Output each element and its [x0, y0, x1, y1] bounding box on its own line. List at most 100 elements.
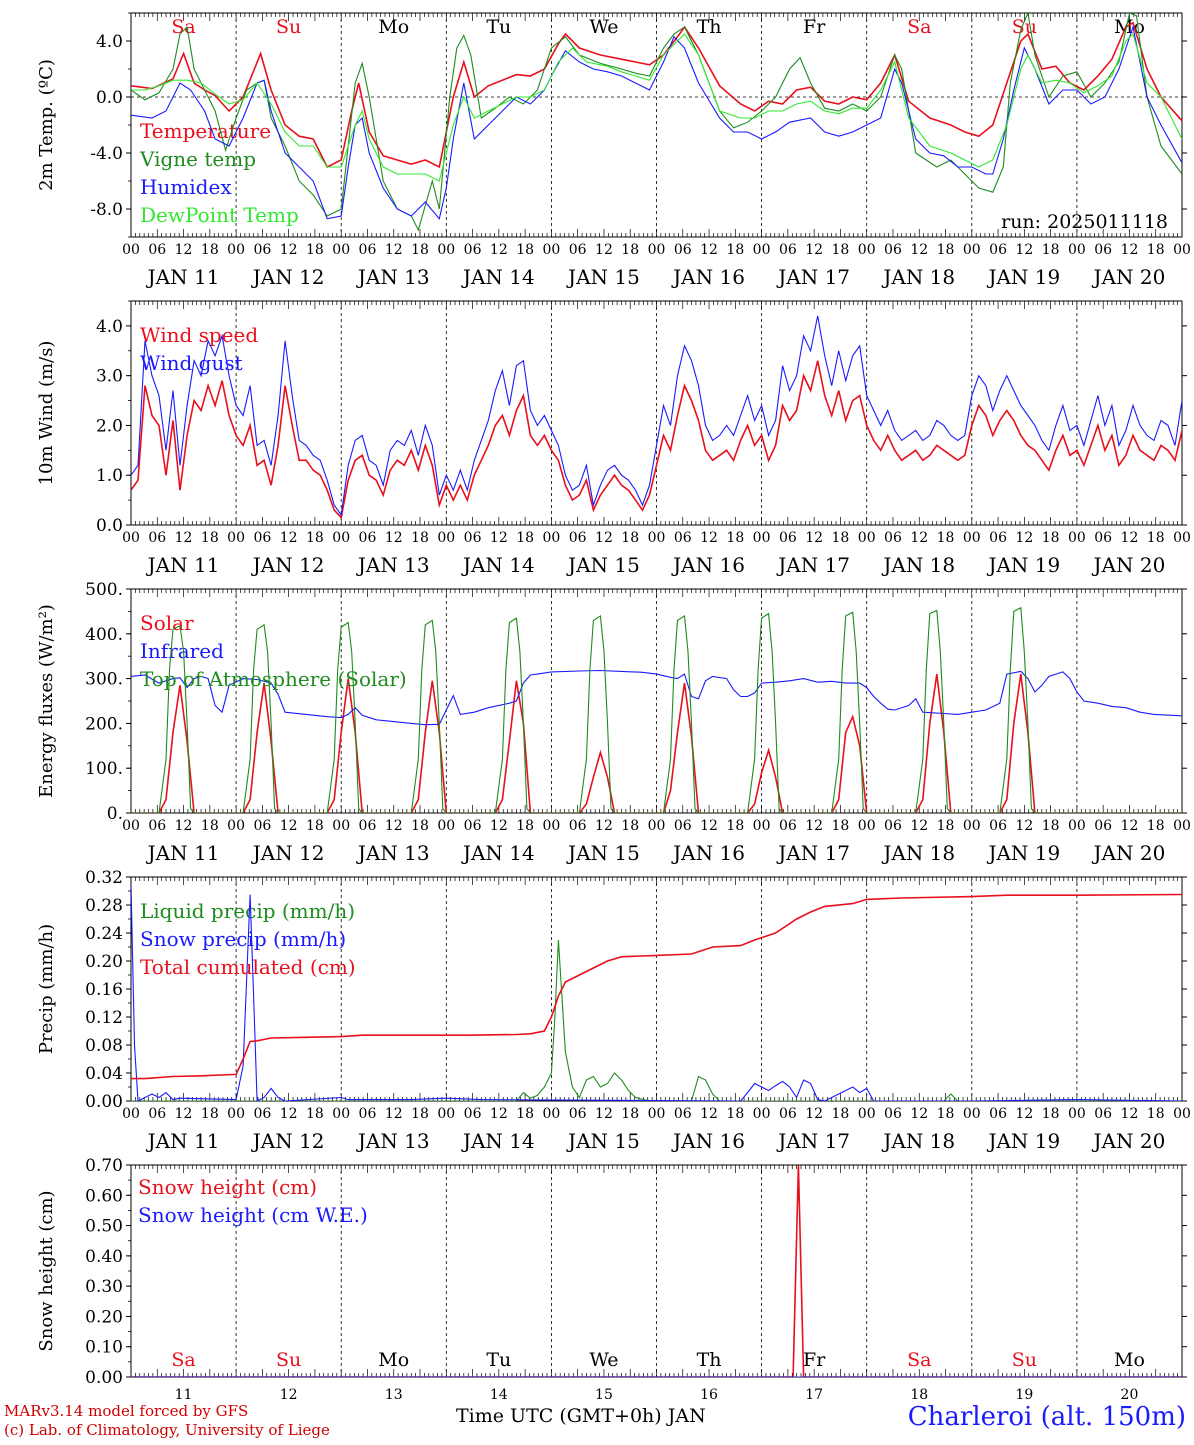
- x-hour-label: 18: [201, 530, 219, 546]
- x-hour-label: 00: [753, 242, 771, 258]
- y-tick-label: 4.0: [96, 32, 123, 52]
- x-day-number: 19: [1015, 1387, 1033, 1403]
- series-line-dewpoint-temp: [131, 32, 1182, 182]
- x-hour-label: 06: [359, 530, 377, 546]
- series-line-solar: [131, 673, 1182, 813]
- x-hour-label: 00: [437, 242, 455, 258]
- x-hour-label: 12: [385, 818, 403, 834]
- x-hour-label: 18: [516, 530, 534, 546]
- x-date-label: JAN 13: [356, 841, 430, 865]
- weekday-label: Su: [276, 1349, 301, 1371]
- x-day-number: 17: [805, 1387, 823, 1403]
- footer-model-credit: MARv3.14 model forced by GFS: [4, 1402, 249, 1420]
- x-date-label: JAN 16: [671, 841, 745, 865]
- x-hour-label: 06: [148, 242, 166, 258]
- x-date-label: JAN 15: [566, 841, 640, 865]
- x-date-label: JAN 16: [671, 1129, 745, 1153]
- x-hour-label: 06: [989, 530, 1007, 546]
- x-hour-label: 06: [569, 242, 587, 258]
- x-hour-label: 12: [1121, 530, 1139, 546]
- x-hour-label: 00: [1173, 818, 1191, 834]
- x-date-label: JAN 18: [881, 553, 955, 577]
- x-hour-label: 06: [674, 818, 692, 834]
- series-line-vigne-temp: [131, 13, 1182, 232]
- legend-entry: Liquid precip (mm/h): [140, 899, 355, 923]
- x-hour-label: 00: [122, 1106, 140, 1122]
- x-hour-label: 18: [1042, 242, 1060, 258]
- x-hour-label: 00: [437, 530, 455, 546]
- x-hour-label: 06: [1094, 530, 1112, 546]
- x-date-label: JAN 11: [146, 265, 220, 289]
- x-hour-label: 06: [148, 530, 166, 546]
- series-line-liquid-precip-mm-h-: [131, 939, 1182, 1101]
- x-date-label: JAN 17: [776, 841, 850, 865]
- x-hour-label: 00: [227, 818, 245, 834]
- x-hour-label: 00: [437, 1106, 455, 1122]
- x-hour-label: 18: [621, 1106, 639, 1122]
- weekday-label: Su: [1012, 1349, 1037, 1371]
- x-hour-label: 00: [122, 530, 140, 546]
- x-hour-label: 06: [674, 1106, 692, 1122]
- x-day-number: 14: [490, 1387, 508, 1403]
- x-hour-label: 06: [884, 530, 902, 546]
- x-hour-label: 18: [621, 818, 639, 834]
- x-hour-label: 12: [910, 530, 928, 546]
- x-date-label: JAN 17: [776, 265, 850, 289]
- x-hour-label: 18: [306, 530, 324, 546]
- x-hour-label: 18: [411, 1106, 429, 1122]
- x-date-label: JAN 15: [566, 1129, 640, 1153]
- x-day-number: 16: [700, 1387, 718, 1403]
- weekday-label: Sa: [907, 1349, 931, 1371]
- weekday-label: Fr: [803, 16, 826, 38]
- x-hour-label: 06: [464, 818, 482, 834]
- x-date-label: JAN 19: [986, 265, 1060, 289]
- y-tick-label: -8.0: [90, 200, 123, 220]
- x-date-label: JAN 14: [461, 265, 535, 289]
- x-date-label: JAN 16: [671, 265, 745, 289]
- x-hour-label: 06: [148, 1106, 166, 1122]
- legend-entry: Top of Atmosphere (Solar): [140, 667, 407, 691]
- series-line-total-cumulated-cm-: [131, 893, 1182, 1080]
- x-hour-label: 18: [937, 242, 955, 258]
- x-hour-label: 18: [201, 1106, 219, 1122]
- y-tick-label: 0.08: [85, 1036, 123, 1056]
- legend-entry: Wind gust: [140, 351, 243, 375]
- series-line-top-of-atmosphere-solar-: [131, 606, 1182, 813]
- x-date-label: JAN 20: [1092, 841, 1166, 865]
- x-hour-label: 18: [832, 242, 850, 258]
- x-hour-label: 18: [1042, 818, 1060, 834]
- x-hour-label: 06: [464, 530, 482, 546]
- x-hour-label: 18: [1147, 1106, 1165, 1122]
- weekday-label: Mo: [378, 16, 409, 38]
- y-tick-label: 500.: [85, 580, 123, 600]
- y-tick-label: 0.20: [85, 952, 123, 972]
- x-date-label: JAN 15: [566, 265, 640, 289]
- x-date-label: JAN 18: [881, 841, 955, 865]
- x-hour-label: 06: [359, 1106, 377, 1122]
- x-hour-label: 06: [253, 530, 271, 546]
- x-hour-label: 18: [1147, 818, 1165, 834]
- x-hour-label: 18: [621, 242, 639, 258]
- x-hour-label: 12: [385, 530, 403, 546]
- x-hour-label: 12: [805, 1106, 823, 1122]
- y-tick-label: 0.60: [85, 1186, 123, 1206]
- weekday-label: Th: [697, 1349, 722, 1371]
- x-hour-label: 06: [1094, 1106, 1112, 1122]
- x-hour-label: 00: [1068, 1106, 1086, 1122]
- x-hour-label: 00: [858, 530, 876, 546]
- x-date-label: JAN 20: [1092, 265, 1166, 289]
- x-hour-label: 00: [963, 242, 981, 258]
- legend-entry: Snow height (cm W.E.): [138, 1203, 368, 1227]
- x-hour-label: 00: [122, 242, 140, 258]
- x-date-label: JAN 17: [776, 1129, 850, 1153]
- weekday-label: Fr: [803, 1349, 826, 1371]
- x-hour-label: 18: [306, 1106, 324, 1122]
- x-hour-label: 18: [726, 818, 744, 834]
- y-tick-label: 0.40: [85, 1247, 123, 1267]
- x-hour-label: 18: [726, 530, 744, 546]
- x-hour-label: 18: [1042, 530, 1060, 546]
- weekday-label: Su: [1012, 16, 1037, 38]
- x-axis-title: Time UTC (GMT+0h) JAN: [456, 1405, 706, 1427]
- x-hour-label: 06: [253, 242, 271, 258]
- x-hour-label: 12: [385, 1106, 403, 1122]
